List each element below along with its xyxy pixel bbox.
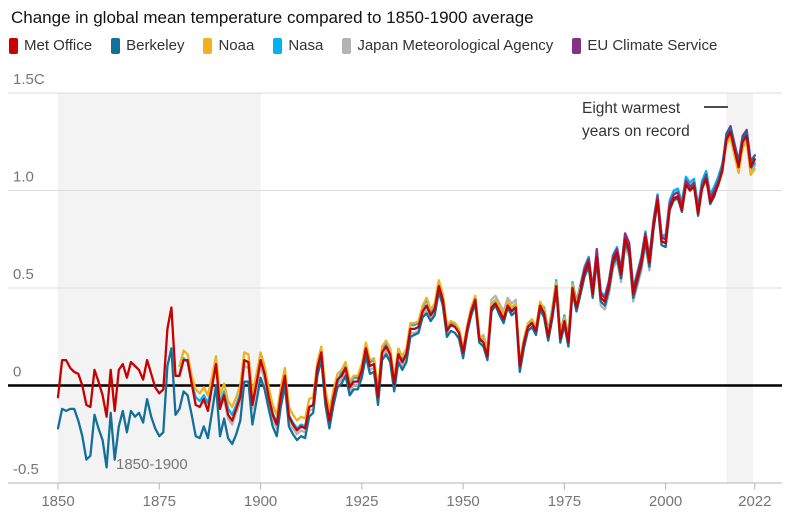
legend-label-jma: Japan Meteorological Agency [357,37,554,54]
legend-label-noaa: Noaa [218,37,255,54]
legend-label-nasa: Nasa [288,37,324,54]
y-tick-label--0.5: -0.5 [13,461,39,478]
x-tick-label-2022: 2022 [738,493,771,510]
baseline-period-label: 1850-1900 [116,456,188,473]
x-tick-label-2000: 2000 [649,493,682,510]
y-tick-label-0: 0 [13,364,21,381]
x-tick-label-1900: 1900 [244,493,277,510]
legend-swatch-berkeley-icon [111,37,121,54]
annotation-line-1: Eight warmest [582,100,681,117]
legend-label-met-office: Met Office [24,37,93,54]
legend: Met Office Berkeley Noaa Nasa Japan Mete… [9,37,717,54]
x-tick-label-1950: 1950 [446,493,479,510]
legend-item-nasa: Nasa [273,37,323,54]
x-tick-label-1875: 1875 [143,493,176,510]
x-tick-label-1850: 1850 [41,493,74,510]
legend-swatch-met-office-icon [9,37,18,54]
legend-item-met-office: Met Office [9,37,92,54]
legend-item-noaa: Noaa [203,37,254,54]
series-line-met-office [56,130,756,432]
series-line-japan-meteorological-agency [222,134,756,436]
legend-label-berkeley: Berkeley [126,37,185,54]
legend-label-eu: EU Climate Service [587,37,718,54]
legend-swatch-noaa-icon [203,37,213,54]
y-tick-label-1.5C: 1.5C [13,71,45,88]
y-tick-label-1.0: 1.0 [13,169,34,186]
chart-title: Change in global mean temperature compar… [11,8,534,27]
y-tick-label-0.5: 0.5 [13,266,34,283]
x-tick-label-1975: 1975 [548,493,581,510]
legend-swatch-jma-icon [342,37,352,54]
annotation-line-2: years on record [582,123,690,140]
legend-item-berkeley: Berkeley [111,37,184,54]
legend-swatch-eu-icon [572,37,582,54]
x-tick-label-1925: 1925 [345,493,378,510]
legend-item-jma: Japan Meteorological Agency [342,37,553,54]
legend-item-eu: EU Climate Service [572,37,717,54]
legend-swatch-nasa-icon [273,37,283,54]
